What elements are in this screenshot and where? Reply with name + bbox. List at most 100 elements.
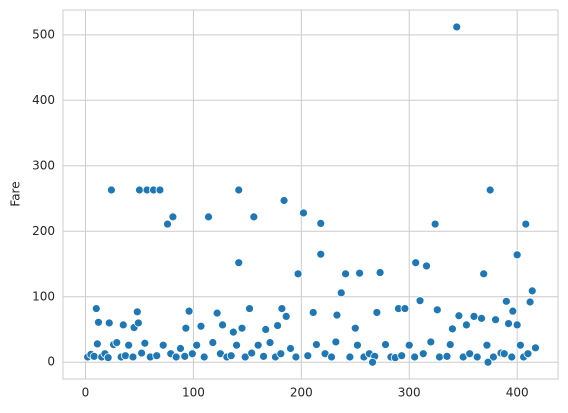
point: [418, 349, 428, 359]
point: [192, 340, 202, 350]
point: [237, 323, 247, 333]
point: [331, 337, 341, 347]
point: [184, 306, 194, 316]
point: [181, 323, 191, 333]
point: [118, 320, 128, 330]
point: [180, 351, 190, 361]
y-tick-label: 400: [32, 93, 55, 107]
point: [531, 343, 540, 353]
point: [232, 340, 241, 350]
y-tick-label: 500: [32, 27, 55, 41]
point: [432, 305, 442, 315]
point: [168, 212, 178, 222]
point: [261, 325, 271, 334]
point: [397, 351, 407, 361]
point: [489, 352, 498, 362]
point: [353, 340, 362, 350]
point: [176, 344, 185, 353]
point: [454, 311, 464, 321]
point: [226, 351, 236, 361]
point: [501, 296, 511, 306]
point: [89, 351, 99, 361]
point: [137, 348, 147, 358]
point: [240, 352, 250, 362]
point: [121, 351, 130, 361]
x-tick-label: 200: [290, 386, 313, 400]
point: [247, 348, 257, 358]
point: [265, 338, 275, 347]
point: [291, 352, 301, 362]
point: [279, 196, 289, 205]
point: [485, 185, 495, 195]
point: [103, 353, 113, 363]
x-tick-label: 100: [182, 386, 205, 400]
point: [372, 308, 382, 317]
point: [415, 296, 425, 306]
point: [341, 269, 350, 279]
point: [482, 340, 492, 350]
point: [400, 304, 410, 313]
point: [234, 258, 244, 268]
x-tick-label: 400: [506, 386, 529, 400]
point: [196, 321, 206, 331]
point: [92, 339, 102, 349]
y-tick-label: 200: [32, 224, 55, 238]
point: [316, 219, 326, 228]
point: [345, 352, 355, 362]
point: [187, 349, 197, 359]
point: [472, 352, 482, 362]
point: [140, 338, 150, 348]
point: [124, 340, 134, 350]
point: [276, 349, 286, 359]
point: [521, 219, 531, 229]
point: [259, 351, 268, 361]
point: [479, 269, 489, 279]
point: [448, 324, 457, 334]
point: [507, 352, 517, 362]
point: [204, 212, 213, 222]
point: [499, 349, 509, 359]
point: [286, 344, 295, 353]
point: [106, 185, 116, 195]
point: [281, 311, 291, 321]
point: [442, 351, 452, 361]
point: [381, 340, 390, 349]
point: [135, 185, 144, 195]
point: [163, 219, 172, 229]
point: [477, 313, 486, 323]
point: [133, 318, 143, 328]
point: [411, 258, 421, 268]
point: [112, 338, 122, 347]
point: [350, 323, 360, 333]
point: [336, 288, 346, 298]
point: [104, 318, 114, 328]
point: [327, 352, 336, 362]
point: [245, 304, 254, 313]
point: [277, 304, 287, 313]
point: [523, 349, 533, 359]
point: [128, 352, 138, 362]
point: [469, 311, 479, 321]
point: [483, 357, 493, 367]
point: [132, 307, 142, 317]
point: [171, 352, 181, 362]
point: [308, 308, 318, 317]
point: [332, 310, 342, 320]
point: [512, 250, 522, 260]
point: [228, 327, 238, 337]
y-axis-label: Fare: [9, 181, 23, 206]
point: [368, 357, 377, 367]
point: [527, 286, 537, 296]
point: [234, 185, 244, 195]
point: [253, 340, 263, 350]
y-tick-label: 100: [32, 289, 55, 303]
point: [199, 352, 209, 362]
point: [404, 340, 414, 350]
point: [426, 337, 436, 347]
point: [312, 340, 321, 349]
point: [508, 306, 518, 316]
point: [91, 304, 101, 313]
point: [445, 340, 455, 349]
x-tick-label: 0: [82, 386, 90, 400]
